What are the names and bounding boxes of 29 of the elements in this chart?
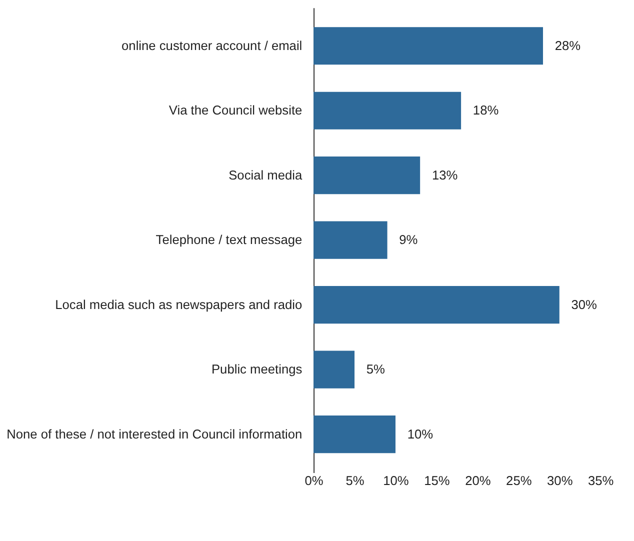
- data-label: 30%: [571, 296, 597, 312]
- x-tick-label: 10%: [383, 472, 409, 488]
- data-label: 5%: [366, 362, 385, 377]
- x-tick-label: 15%: [424, 472, 450, 488]
- y-tick-label: Public meetings: [211, 362, 302, 377]
- y-tick-label: None of these / not interested in Council information: [6, 426, 302, 442]
- x-tick-label: 20%: [465, 472, 491, 488]
- bar: [314, 286, 560, 324]
- data-label: 10%: [407, 426, 434, 442]
- y-tick-label: Telephone / text message: [156, 232, 302, 248]
- bar: [314, 416, 396, 454]
- bar: [314, 92, 462, 130]
- y-tick-label: Via the Council website: [168, 102, 302, 118]
- x-tick-label: 35%: [588, 472, 614, 488]
- bar: [314, 156, 420, 194]
- data-label: 18%: [472, 102, 499, 118]
- data-label: 28%: [554, 38, 581, 53]
- bar: [314, 350, 355, 388]
- y-tick-label: online customer account / email: [122, 38, 302, 53]
- data-label: 13%: [432, 167, 458, 182]
- y-tick-label: Local media such as newspapers and radio: [55, 296, 302, 312]
- x-tick-label: 5%: [346, 472, 364, 488]
- x-tick-label: 25%: [506, 472, 532, 488]
- data-label: 9%: [399, 232, 418, 248]
- bar: [314, 221, 388, 259]
- x-tick-label: 30%: [547, 472, 573, 488]
- x-tick-label: 0%: [304, 472, 324, 488]
- bar: [314, 27, 544, 65]
- y-tick-label: Social media: [228, 167, 304, 182]
